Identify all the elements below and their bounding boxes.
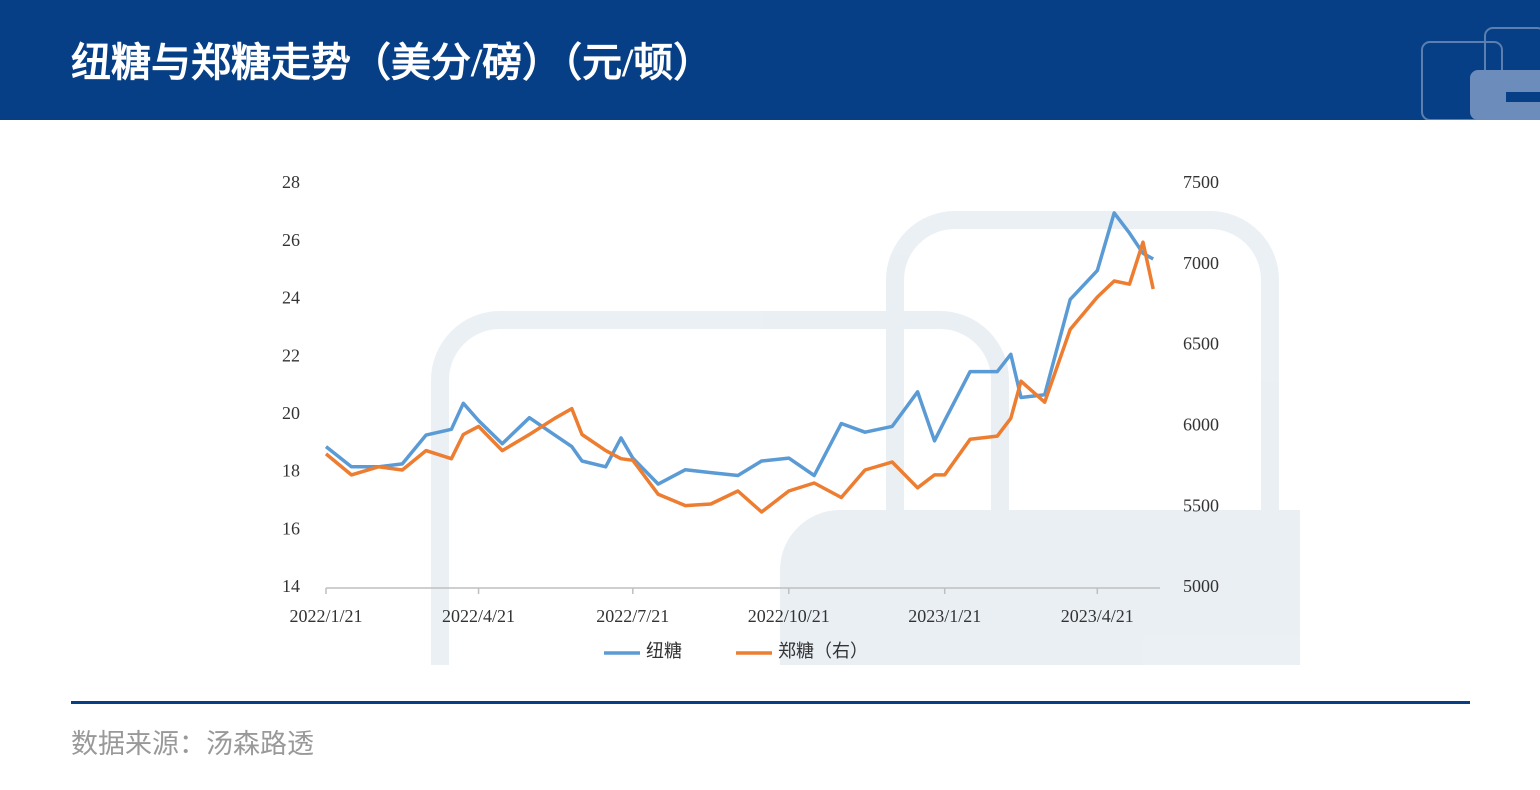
y-tick-label: 28 <box>282 172 300 192</box>
chart: 14 16 18 20 22 24 26 28 5000 5500 6000 6500 7000 7500… <box>282 172 1300 665</box>
y-tick-label: 16 <box>282 518 300 538</box>
y2-tick-label: 7000 <box>1183 253 1219 273</box>
watermark <box>431 211 1300 665</box>
y-tick-label: 22 <box>282 345 300 365</box>
x-tick-label: 2022/4/21 <box>442 606 515 626</box>
divider <box>71 701 1470 704</box>
legend-label: 纽糖 <box>646 641 682 661</box>
y-tick-label: 18 <box>282 461 300 481</box>
legend-label: 郑糖（右） <box>778 641 868 661</box>
line-series <box>324 240 1155 514</box>
x-tick-label: 2022/10/21 <box>748 606 830 626</box>
x-tick-label: 2023/1/21 <box>908 606 981 626</box>
y-tick-label: 14 <box>282 576 300 596</box>
y2-tick-label: 7500 <box>1183 172 1219 192</box>
chart-title: 纽糖与郑糖走势（美分/磅）（元/顿） <box>71 40 714 85</box>
y-tick-label: 20 <box>282 403 300 423</box>
logo <box>1421 27 1540 120</box>
y2-tick-label: 6500 <box>1183 334 1219 354</box>
header-bar: 纽糖与郑糖走势（美分/磅）（元/顿） <box>0 0 1540 120</box>
y2-tick-label: 6000 <box>1183 415 1219 435</box>
line-series <box>324 211 1155 486</box>
x-tick-label: 2022/7/21 <box>596 606 669 626</box>
y2-tick-label: 5000 <box>1183 576 1219 596</box>
source-note: 数据来源：汤森路透 <box>71 729 314 760</box>
y-tick-label: 26 <box>282 230 300 250</box>
x-tick-label: 2022/1/21 <box>289 606 362 626</box>
y2-tick-label: 5500 <box>1183 495 1219 515</box>
x-tick-label: 2023/4/21 <box>1061 606 1134 626</box>
y-tick-label: 24 <box>282 288 300 308</box>
